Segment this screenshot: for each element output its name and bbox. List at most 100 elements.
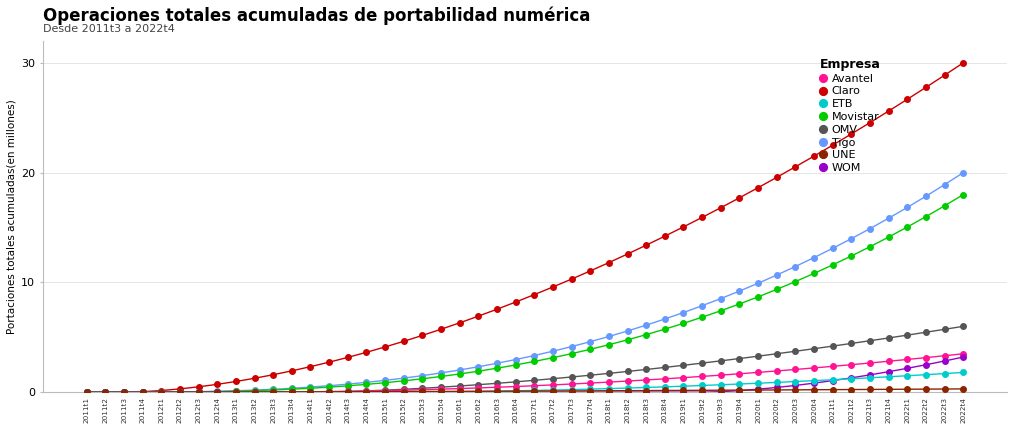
UNE — [771, 387, 783, 393]
Tigo — [435, 370, 447, 375]
Line: Tigo: Tigo — [84, 170, 966, 395]
Tigo — [566, 344, 578, 349]
Tigo — [267, 387, 279, 392]
Claro — [864, 120, 876, 125]
UNE — [453, 389, 465, 394]
UNE — [901, 387, 914, 392]
ETB — [584, 387, 596, 392]
Tigo — [304, 384, 316, 390]
OMV — [118, 390, 130, 395]
Claro — [173, 386, 186, 391]
ETB — [230, 390, 242, 395]
Avantel — [659, 376, 671, 381]
Claro — [118, 390, 130, 395]
Claro — [547, 284, 559, 289]
Avantel — [379, 388, 391, 393]
Claro — [248, 376, 261, 381]
Claro — [342, 355, 354, 360]
OMV — [453, 384, 465, 389]
ETB — [193, 390, 205, 395]
Claro — [846, 132, 858, 137]
Claro — [939, 73, 951, 78]
Avantel — [640, 378, 652, 383]
Tigo — [789, 264, 801, 269]
ETB — [342, 390, 354, 395]
UNE — [882, 387, 894, 392]
Movistar — [957, 192, 969, 197]
OMV — [173, 390, 186, 395]
ETB — [826, 377, 839, 382]
Movistar — [435, 374, 447, 379]
Avantel — [137, 390, 149, 395]
Tigo — [81, 390, 93, 395]
WOM — [846, 375, 858, 381]
OMV — [939, 327, 951, 332]
Tigo — [286, 386, 298, 391]
OMV — [491, 381, 503, 386]
WOM — [193, 390, 205, 395]
UNE — [622, 388, 634, 393]
UNE — [193, 390, 205, 395]
ETB — [882, 374, 894, 379]
OMV — [752, 353, 765, 359]
OMV — [230, 390, 242, 395]
WOM — [808, 381, 820, 386]
Movistar — [901, 224, 914, 230]
ETB — [939, 371, 951, 376]
WOM — [789, 383, 801, 388]
OMV — [304, 390, 316, 395]
Movistar — [118, 390, 130, 395]
Tigo — [602, 334, 614, 339]
Movistar — [491, 366, 503, 371]
WOM — [453, 390, 465, 395]
Avantel — [733, 371, 745, 376]
OMV — [379, 387, 391, 393]
UNE — [81, 390, 93, 395]
Tigo — [957, 170, 969, 175]
WOM — [622, 390, 634, 395]
WOM — [155, 390, 167, 395]
UNE — [137, 390, 149, 395]
Tigo — [173, 389, 186, 394]
Claro — [453, 320, 465, 326]
UNE — [957, 386, 969, 391]
Tigo — [248, 387, 261, 393]
Line: Avantel: Avantel — [84, 351, 966, 395]
Claro — [397, 339, 410, 344]
OMV — [826, 344, 839, 349]
WOM — [118, 390, 130, 395]
Avantel — [826, 364, 839, 369]
Avantel — [323, 389, 336, 394]
WOM — [248, 390, 261, 395]
Avantel — [230, 390, 242, 395]
Avantel — [939, 353, 951, 358]
Claro — [510, 299, 522, 304]
Claro — [435, 327, 447, 332]
WOM — [81, 390, 93, 395]
Claro — [473, 313, 485, 319]
Tigo — [826, 246, 839, 251]
Avantel — [360, 388, 372, 393]
UNE — [528, 388, 540, 393]
ETB — [659, 384, 671, 390]
UNE — [808, 387, 820, 392]
ETB — [808, 378, 820, 383]
OMV — [957, 324, 969, 329]
ETB — [397, 390, 410, 395]
Avantel — [752, 370, 765, 375]
Claro — [323, 359, 336, 365]
ETB — [733, 381, 745, 387]
Tigo — [677, 310, 690, 315]
OMV — [901, 332, 914, 338]
OMV — [81, 390, 93, 395]
UNE — [789, 387, 801, 393]
OMV — [211, 390, 223, 395]
Claro — [566, 276, 578, 282]
Tigo — [733, 289, 745, 294]
OMV — [510, 379, 522, 384]
Movistar — [864, 244, 876, 249]
UNE — [173, 390, 186, 395]
OMV — [267, 390, 279, 395]
Avantel — [696, 374, 708, 379]
Claro — [304, 364, 316, 369]
